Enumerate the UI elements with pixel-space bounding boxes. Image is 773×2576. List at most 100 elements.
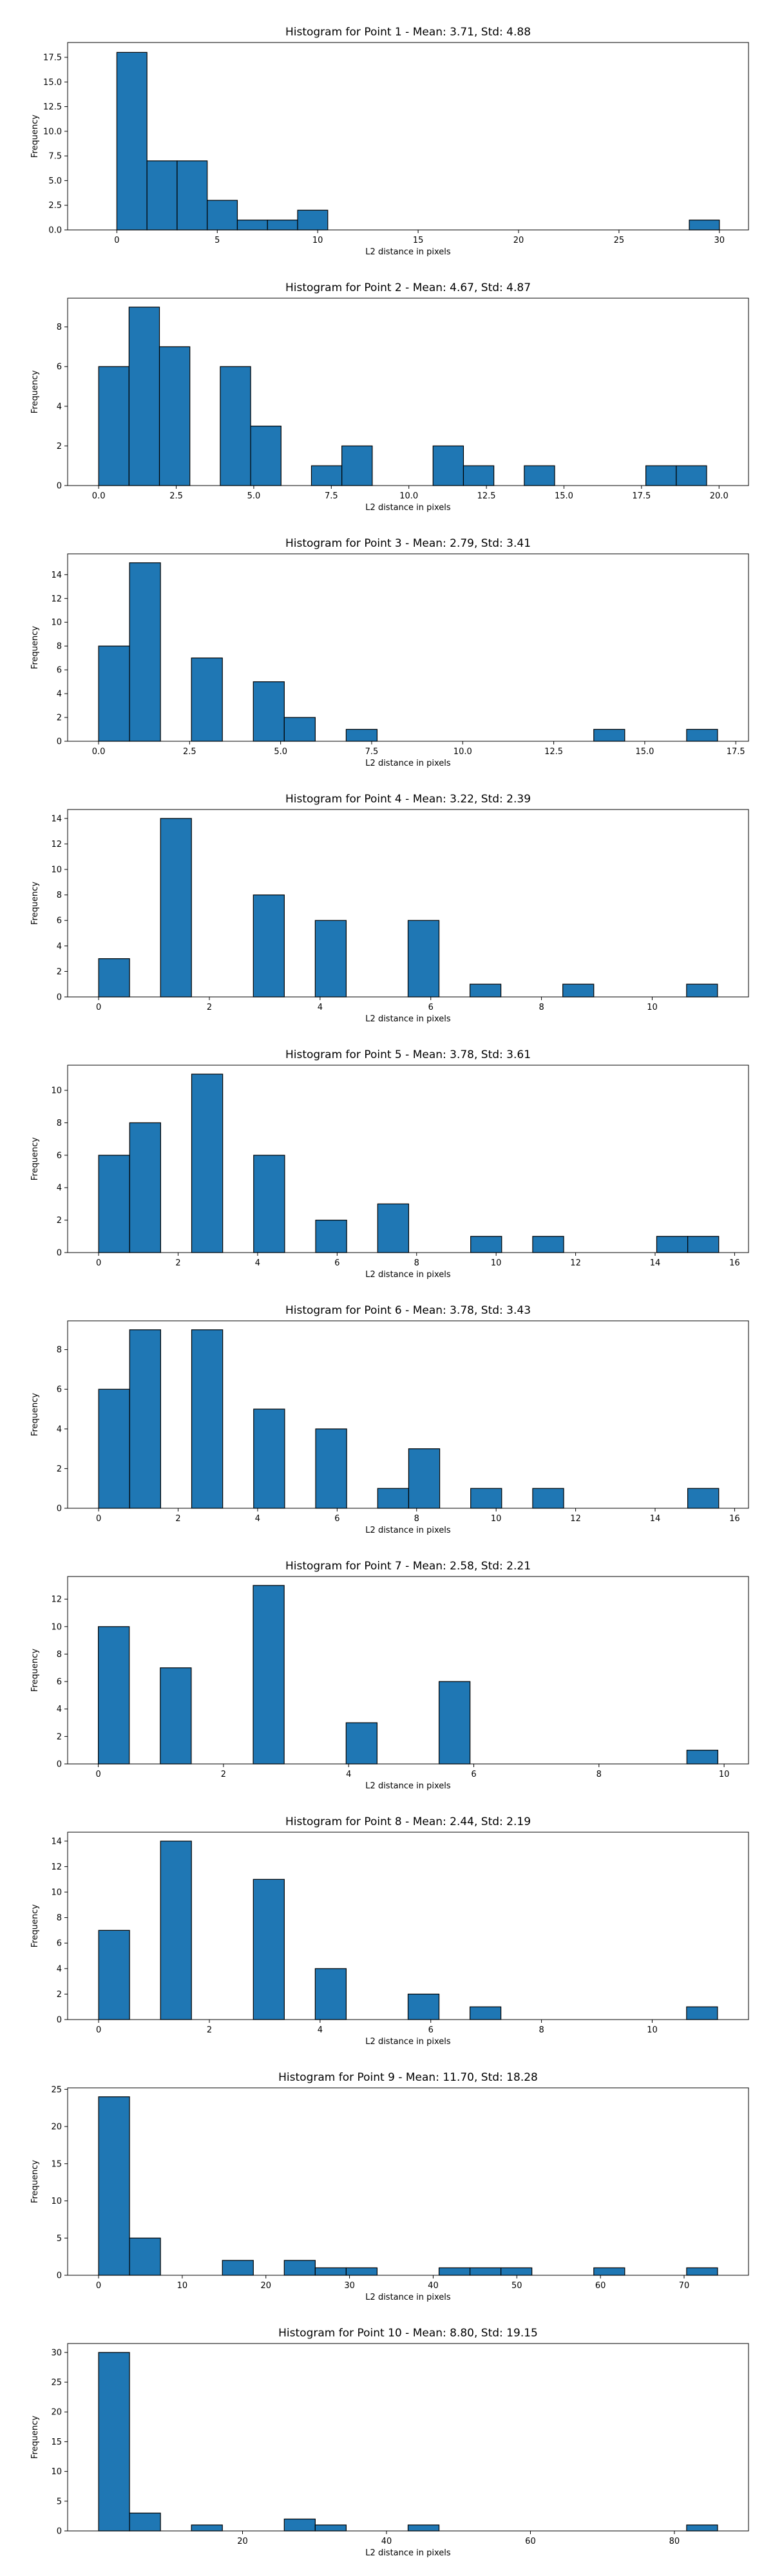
y-axis: 0 2 4 6 8 10 12 14 Frequency: [30, 1837, 68, 2025]
x-axis-label: L2 distance in pixels: [365, 1270, 451, 1280]
x-tick-label: 10: [647, 2025, 658, 2035]
x-tick-label: 0.0: [92, 491, 106, 501]
y-axis-label: Frequency: [30, 1137, 40, 1180]
y-tick-label: 17.5: [43, 53, 62, 62]
histogram-point-6: Histogram for Point 6 - Mean: 3.78, Std:…: [30, 1304, 749, 1535]
axes-frame: [67, 1320, 749, 1509]
histogram-bar: [158, 346, 191, 486]
y-tick-label: 4: [57, 1184, 62, 1193]
x-tick-label: 20: [237, 2537, 248, 2546]
x-tick-label: 40: [381, 2537, 392, 2546]
x-axis: 0 10 20 30 40 50 60 70 L2 distance in pixels: [96, 2275, 689, 2302]
bars: [98, 2352, 718, 2532]
y-tick-label: 4: [57, 1425, 62, 1434]
histogram-bar: [469, 983, 502, 998]
histogram-bar: [98, 958, 130, 998]
y-tick-label: 15.0: [43, 78, 62, 88]
x-tick-label: 6: [471, 1770, 476, 1779]
x-tick-label: 80: [669, 2537, 680, 2546]
histogram-bar: [191, 658, 223, 742]
chart-title: Histogram for Point 6 - Mean: 3.78, Std:…: [285, 1304, 531, 1317]
histogram-bar: [470, 1488, 502, 1509]
y-tick-label: 4: [57, 690, 62, 699]
histogram-bar: [687, 1236, 720, 1253]
histogram-bar: [408, 1448, 441, 1509]
histogram-bar: [315, 1220, 347, 1253]
chart-title: Histogram for Point 7 - Mean: 2.58, Std:…: [285, 1560, 531, 1573]
histogram-bar: [98, 1388, 130, 1509]
histogram-bar: [207, 200, 238, 231]
histogram-bar: [116, 52, 148, 231]
axes-frame: [67, 2087, 749, 2276]
x-tick-label: 2: [207, 2025, 212, 2035]
x-tick-label: 2: [175, 1514, 180, 1524]
y-tick-label: 0: [57, 2016, 62, 2025]
histogram-bar: [463, 465, 495, 486]
histogram-bar: [524, 465, 555, 486]
y-axis-label: Frequency: [30, 1649, 40, 1692]
histogram-bar: [315, 1428, 347, 1509]
chart-title: Histogram for Point 8 - Mean: 2.44, Std:…: [285, 1815, 531, 1828]
x-axis-label: L2 distance in pixels: [365, 503, 451, 513]
histogram-bar: [686, 983, 718, 998]
x-tick-label: 15.0: [635, 747, 654, 757]
histogram-bar: [283, 2260, 316, 2276]
histogram-bar: [686, 1750, 718, 1765]
x-tick-label: 2.5: [183, 747, 196, 757]
y-tick-label: 8: [57, 1345, 62, 1355]
x-tick-label: 12: [570, 1514, 581, 1524]
y-tick-label: 15: [51, 2159, 62, 2169]
histogram-bar: [407, 920, 440, 998]
y-tick-label: 0: [57, 2527, 62, 2537]
histogram-bar: [253, 681, 285, 742]
histogram-bar: [160, 1667, 192, 1765]
x-tick-label: 60: [525, 2537, 536, 2546]
x-tick-label: 30: [344, 2281, 355, 2291]
histogram-bar: [98, 2096, 130, 2276]
histogram-bar: [253, 895, 285, 998]
chart-title: Histogram for Point 4 - Mean: 3.22, Std:…: [285, 793, 531, 806]
y-tick-label: 0: [57, 2271, 62, 2281]
x-tick-label: 40: [428, 2281, 439, 2291]
x-axis-label: L2 distance in pixels: [365, 2548, 451, 2558]
y-axis-label: Frequency: [30, 626, 40, 669]
histogram-bar: [501, 2267, 533, 2276]
y-tick-label: 2: [57, 1216, 62, 1226]
y-tick-label: 2: [57, 967, 62, 977]
y-tick-label: 10: [51, 1086, 62, 1096]
x-tick-label: 4: [255, 1258, 260, 1268]
histogram-bar: [469, 2006, 502, 2020]
axes-frame: [67, 42, 749, 231]
histogram-bar: [470, 1236, 502, 1253]
histogram-point-7: Histogram for Point 7 - Mean: 2.58, Std:…: [30, 1560, 749, 1791]
y-tick-label: 14: [51, 814, 62, 824]
histogram-bar: [686, 2006, 718, 2020]
y-tick-label: 12: [51, 840, 62, 849]
x-tick-label: 4: [255, 1514, 260, 1524]
histogram-bar: [98, 1155, 130, 1253]
axes-frame: [67, 553, 749, 742]
x-tick-label: 20: [260, 2281, 271, 2291]
x-tick-label: 10: [647, 1003, 658, 1012]
x-tick-label: 0: [96, 1258, 101, 1268]
y-tick-label: 6: [57, 1385, 62, 1395]
axes-frame: [67, 298, 749, 486]
y-tick-label: 10: [51, 2197, 62, 2206]
x-tick-label: 8: [539, 1003, 544, 1012]
y-tick-label: 2: [57, 1464, 62, 1474]
x-axis: 0 5 10 15 20 25 30 L2 distance in pixels: [114, 230, 725, 257]
x-axis: 0 2 4 6 8 10 12 14 16 L2 distance in pixels: [96, 1253, 740, 1280]
y-tick-label: 25: [51, 2378, 62, 2388]
y-axis-label: Frequency: [30, 882, 40, 925]
y-tick-label: 4: [57, 1705, 62, 1714]
histogram-bar: [438, 2267, 471, 2276]
histogram-bar: [345, 2267, 378, 2276]
histogram-bar: [689, 220, 720, 231]
axes-frame: [67, 1576, 749, 1765]
histogram-bar: [146, 160, 178, 231]
x-tick-label: 2.5: [169, 491, 183, 501]
y-tick-label: 2: [57, 1732, 62, 1742]
x-axis: 0.0 2.5 5.0 7.5 10.0 12.5 15.0 17.5 L2 distance …: [92, 741, 745, 768]
x-tick-label: 7.5: [325, 491, 338, 501]
